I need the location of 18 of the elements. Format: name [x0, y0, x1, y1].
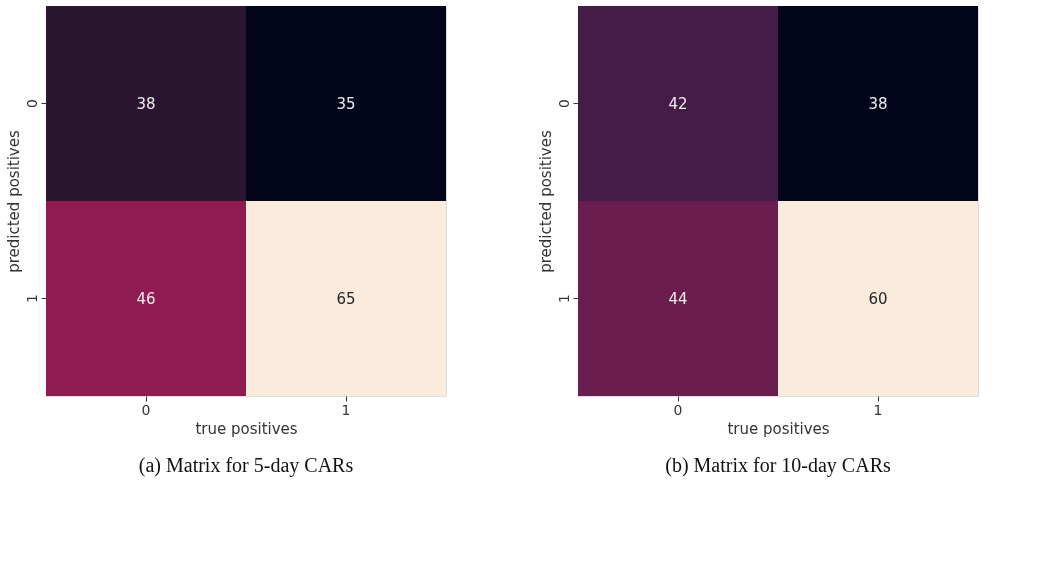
- x-tick-label: 0: [673, 401, 683, 418]
- data-label: 42: [668, 94, 688, 113]
- data-label: 65: [336, 289, 356, 308]
- text: (b) Matrix for 10-day CARs: [665, 454, 891, 477]
- text: (a) Matrix for 5-day CARs: [138, 454, 354, 477]
- data-label: 60: [868, 289, 888, 308]
- x-axis-title: true positives: [727, 419, 830, 438]
- x-axis-title: true positives: [195, 419, 298, 438]
- data-label: 38: [868, 94, 888, 113]
- y-axis-title: predicted positives: [4, 130, 23, 273]
- data-label: 44: [668, 289, 688, 308]
- data-label: 38: [136, 94, 156, 113]
- x-tick-label: 1: [341, 401, 351, 418]
- data-label: 46: [136, 289, 156, 308]
- x-tick-label: 0: [141, 401, 151, 418]
- y-axis-title: predicted positives: [536, 130, 555, 273]
- x-tick-label: 1: [873, 401, 883, 418]
- data-label: 35: [336, 94, 356, 113]
